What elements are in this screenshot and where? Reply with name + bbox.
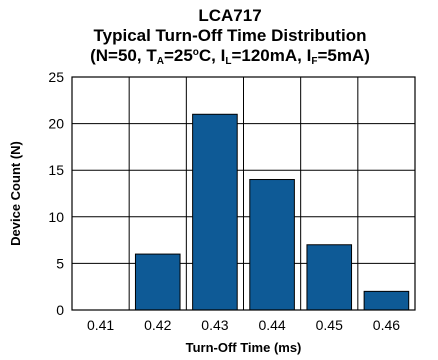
x-tick-label: 0.44: [258, 317, 285, 333]
x-tick-label: 0.45: [316, 317, 343, 333]
title-seg-1: =25: [163, 46, 193, 65]
x-tick-label: 0.43: [201, 317, 228, 333]
x-tick-label: 0.41: [87, 317, 114, 333]
y-tick-label: 10: [48, 209, 64, 225]
chart-title-line-3: (N=50, TA=25oC, IL=120mA, IF=5mA): [30, 46, 430, 67]
y-tick-label: 20: [48, 116, 64, 132]
title-sub-a: A: [156, 56, 164, 67]
title-seg-0: (N=50, T: [90, 46, 157, 65]
title-sub-l: L: [225, 56, 232, 67]
x-tick-label: 0.42: [144, 317, 171, 333]
x-axis-label: Turn-Off Time (ms): [186, 340, 302, 355]
title-seg-2: C, I: [198, 46, 226, 65]
y-tick-label: 15: [48, 162, 64, 178]
bar: [249, 179, 295, 311]
title-seg-3: =120mA, I: [231, 46, 312, 65]
title-seg-4: =5mA): [317, 46, 370, 65]
bar: [306, 244, 353, 311]
bar: [192, 113, 238, 311]
bar: [363, 290, 410, 311]
plot-frame: [71, 76, 416, 311]
bar: [134, 253, 181, 311]
title-sub-f: F: [311, 56, 318, 67]
chart-title-line-1: LCA717: [198, 6, 262, 25]
title-sup-o: o: [192, 47, 199, 58]
y-tick-label: 0: [56, 302, 64, 318]
chart-title-line-2: Typical Turn-Off Time Distribution: [93, 26, 367, 45]
y-tick-label: 25: [48, 69, 64, 85]
y-tick-label: 5: [56, 255, 64, 271]
y-axis-label: Device Count (N): [8, 141, 23, 246]
x-tick-label: 0.46: [373, 317, 400, 333]
